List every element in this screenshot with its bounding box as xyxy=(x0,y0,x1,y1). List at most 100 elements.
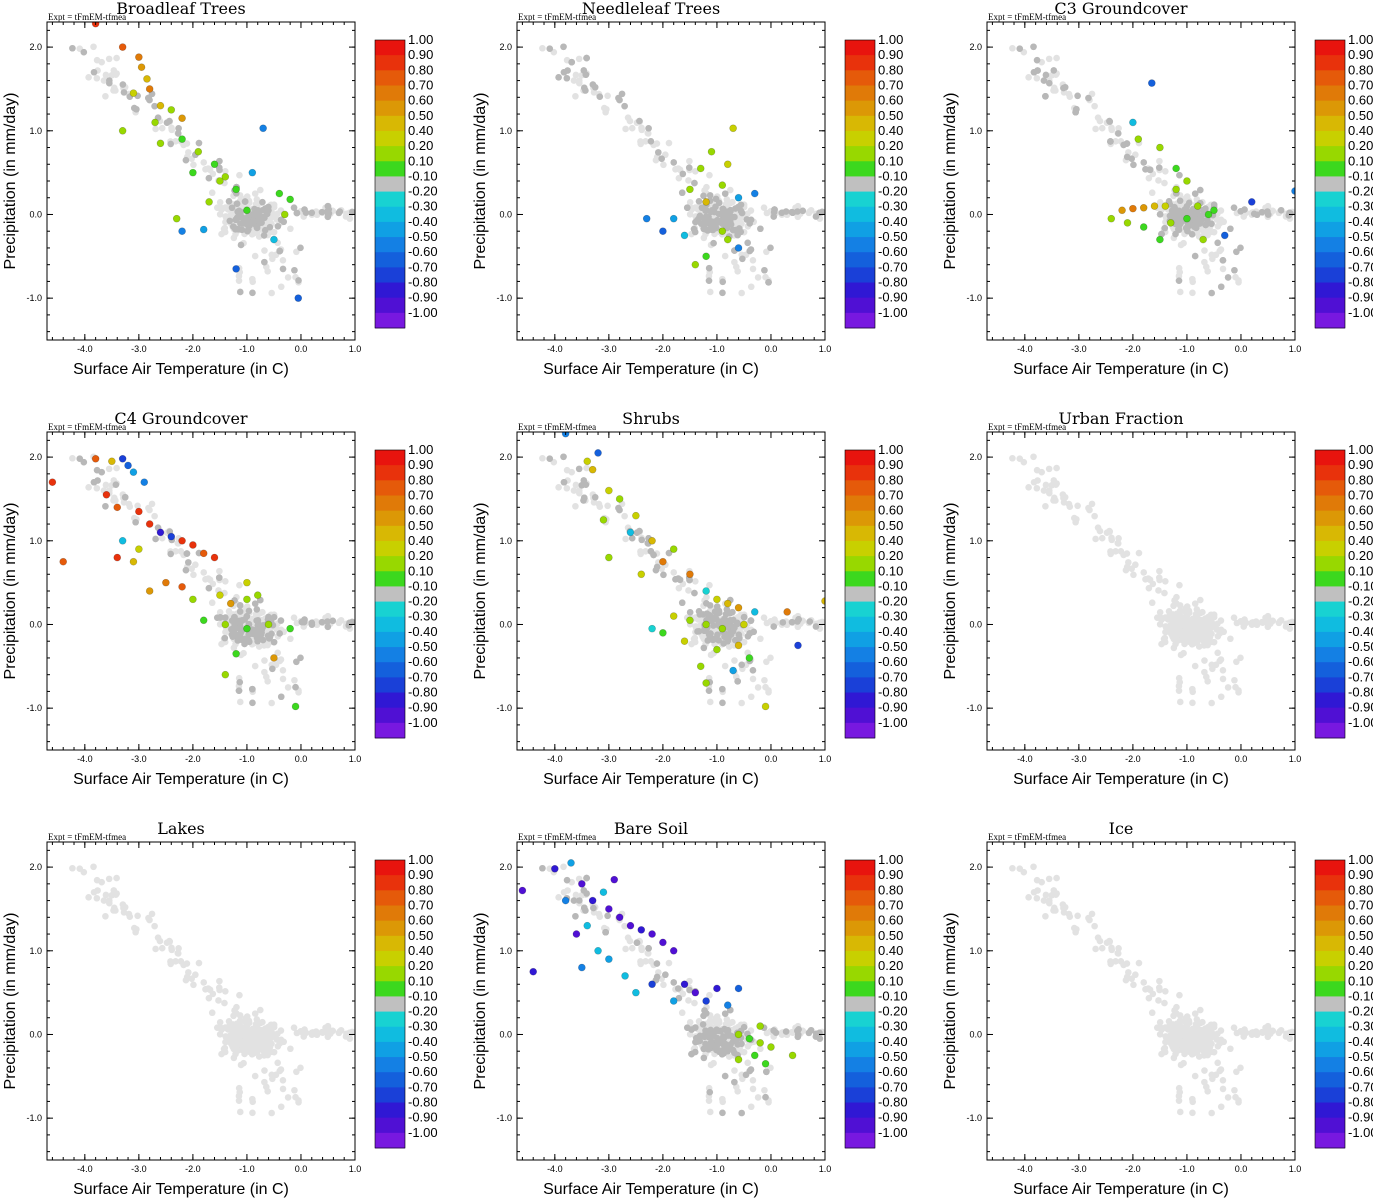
background-point xyxy=(805,209,813,217)
data-point xyxy=(259,124,267,133)
background-point xyxy=(670,569,678,576)
colorbar-label: 1.00 xyxy=(1348,32,1373,47)
background-point xyxy=(277,1066,285,1073)
neutral-point xyxy=(1146,166,1154,174)
panel-title: Broadleaf Trees xyxy=(116,0,245,18)
background-point xyxy=(110,904,118,912)
background-point xyxy=(242,1015,250,1023)
colorbar-cell xyxy=(375,161,405,177)
colorbar-cell xyxy=(1315,692,1345,709)
colorbar-label: -0.90 xyxy=(1348,700,1373,715)
background-point xyxy=(1175,687,1183,694)
colorbar-label: -0.90 xyxy=(1348,290,1373,305)
neutral-point xyxy=(658,155,665,163)
background-point xyxy=(277,1103,285,1111)
background-point xyxy=(205,994,213,1002)
x-tick-label: 0.0 xyxy=(1235,754,1248,764)
neutral-point xyxy=(788,208,796,216)
background-point xyxy=(251,1010,259,1017)
panel-7: Lakes Expt = tFmEM-tfmea -4.0 -3.0 -2.0 -1.0 0… xyxy=(2,819,438,1198)
background-point xyxy=(721,252,729,260)
neutral-point xyxy=(1161,224,1169,232)
neutral-point xyxy=(348,618,355,626)
neutral-point xyxy=(686,609,694,616)
y-tick-label: 0.0 xyxy=(499,209,512,219)
data-point xyxy=(216,591,224,599)
background-point xyxy=(1170,602,1177,610)
neutral-point xyxy=(183,550,191,557)
neutral-point xyxy=(647,547,655,555)
x-tick-label: -3.0 xyxy=(1071,344,1087,354)
background-point xyxy=(268,289,275,297)
colorbar-label: -0.20 xyxy=(408,184,438,199)
colorbar-cell xyxy=(845,85,875,102)
colorbar-label: 0.40 xyxy=(408,123,433,138)
data-point xyxy=(156,101,165,110)
neutral-point xyxy=(711,608,719,615)
background-point xyxy=(763,658,770,666)
background-point xyxy=(134,912,141,920)
neutral-point xyxy=(806,618,814,625)
background-point xyxy=(738,699,745,707)
background-point xyxy=(1148,599,1156,607)
colorbar-cell xyxy=(1315,176,1345,192)
y-axis-label: Precipitation (in mm/day) xyxy=(2,93,19,270)
neutral-point xyxy=(1186,222,1193,229)
colorbar-label: -0.90 xyxy=(878,700,908,715)
background-point xyxy=(126,503,134,510)
neutral-point xyxy=(318,208,326,216)
background-point xyxy=(172,547,179,555)
background-point xyxy=(206,986,214,994)
data-point xyxy=(243,206,251,215)
background-point xyxy=(1155,574,1163,581)
background-point xyxy=(1269,617,1277,625)
background-point xyxy=(622,535,629,543)
scatter-points xyxy=(69,22,355,302)
background-point xyxy=(754,274,762,281)
colorbar-cell xyxy=(845,662,875,678)
background-point xyxy=(188,565,195,573)
neutral-point xyxy=(1208,220,1215,228)
data-point xyxy=(199,616,208,625)
background-point xyxy=(1108,534,1115,542)
neutral-point xyxy=(560,68,568,76)
colorbar-cell xyxy=(375,191,405,208)
background-point xyxy=(1237,654,1244,662)
x-tick-label: -1.0 xyxy=(1179,344,1195,354)
background-point xyxy=(1224,684,1232,691)
colorbar-cell xyxy=(845,586,875,602)
colorbar-cell xyxy=(845,692,875,709)
colorbar-cell xyxy=(845,267,875,283)
background-point xyxy=(1210,611,1218,618)
colorbar-label: -0.20 xyxy=(878,184,908,199)
x-tick-label: -4.0 xyxy=(1017,754,1033,764)
data-point xyxy=(659,557,667,566)
background-point xyxy=(563,484,571,492)
background-point xyxy=(692,167,699,175)
neutral-point xyxy=(647,137,655,145)
background-point xyxy=(251,252,259,260)
neutral-point xyxy=(621,102,628,110)
background-point xyxy=(675,584,683,592)
neutral-point xyxy=(308,209,316,217)
neutral-point xyxy=(1250,210,1258,218)
background-point xyxy=(277,656,285,663)
colorbar-cell xyxy=(1315,480,1345,496)
background-point xyxy=(1258,618,1266,626)
neutral-point xyxy=(318,618,326,626)
background-point xyxy=(93,876,101,884)
background-point xyxy=(1189,621,1197,629)
x-tick-label: -3.0 xyxy=(601,754,617,764)
neutral-point xyxy=(237,241,245,249)
background-point xyxy=(1158,616,1165,623)
neutral-point xyxy=(1061,83,1069,91)
data-point xyxy=(264,620,273,629)
background-point xyxy=(251,662,259,670)
data-point xyxy=(253,591,262,599)
background-point xyxy=(637,138,644,145)
neutral-point xyxy=(1155,164,1163,171)
background-point xyxy=(1033,74,1041,82)
neutral-point xyxy=(266,633,274,641)
neutral-point xyxy=(719,685,726,693)
